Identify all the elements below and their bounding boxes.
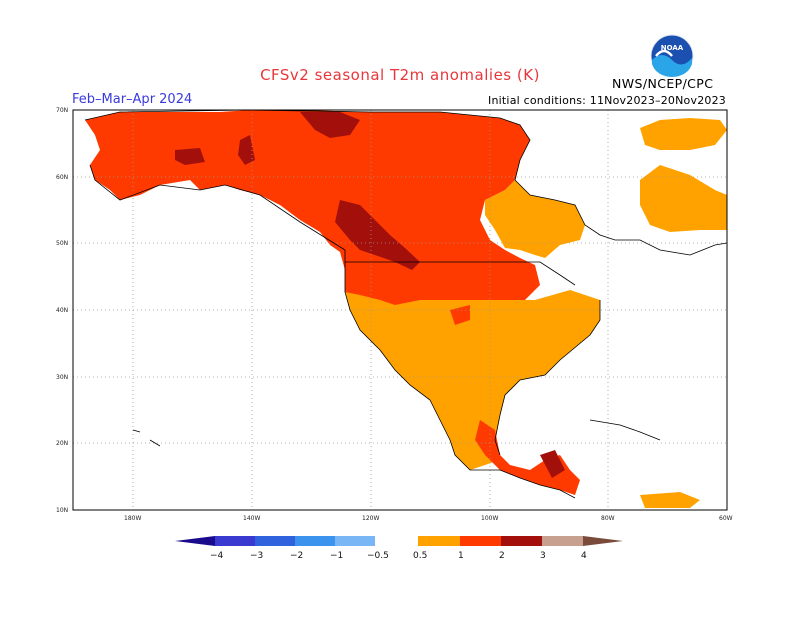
lon-label: 180W [124, 515, 141, 522]
coastlines [84, 109, 728, 499]
lat-label: 70N [56, 107, 68, 114]
colorbar-tick: −3 [250, 551, 263, 561]
colorbar-tick: −4 [210, 551, 224, 561]
lon-label: 60W [719, 515, 733, 522]
colorbar-tick: 4 [581, 551, 587, 561]
colorbar-tick: −0.5 [367, 551, 389, 561]
colorbar-gt4 [583, 536, 623, 546]
lon-label: 100W [481, 515, 498, 522]
lat-label: 20N [56, 440, 68, 447]
map-title: CFSv2 seasonal T2m anomalies (K) [260, 66, 540, 84]
colorbar-neutral [375, 536, 418, 546]
noaa-logo-icon: NOAA [650, 34, 694, 78]
colorbar-neg3-neg2 [255, 536, 295, 546]
map-frame [72, 109, 728, 511]
graticule [73, 110, 727, 510]
anomaly-2-3-region [175, 112, 565, 478]
colorbar-legend: −4 −3 −2 −1 −0.5 0.5 1 2 3 4 [175, 536, 623, 561]
colorbar-p2-3 [501, 536, 542, 546]
colorbar-neg4-neg3 [215, 536, 255, 546]
colorbar-p05-1 [418, 536, 460, 546]
colorbar-lt-neg4 [175, 536, 215, 546]
colorbar-p3-4 [542, 536, 583, 546]
colorbar-tick: 2 [499, 551, 505, 561]
lat-label: 40N [56, 307, 68, 314]
colorbar-neg2-neg1 [295, 536, 335, 546]
lat-label: 60N [56, 174, 68, 181]
colorbar-tick: 1 [458, 551, 464, 561]
colorbar-p1-2 [460, 536, 501, 546]
lon-label: 140W [243, 515, 260, 522]
lat-label: 10N [56, 507, 68, 514]
initial-conditions: Initial conditions: 11Nov2023–20Nov2023 [488, 94, 726, 107]
lon-label: 120W [362, 515, 379, 522]
colorbar-neg1-neg05 [335, 536, 375, 546]
colorbar-tick: 0.5 [413, 551, 427, 561]
lon-label: 80W [601, 515, 615, 522]
lat-axis-labels: 70N 60N 50N 40N 30N 20N 10N [56, 107, 68, 514]
forecast-period: Feb–Mar–Apr 2024 [72, 92, 193, 107]
anomaly-0p5-1-region [345, 118, 727, 508]
lon-axis-labels: 180W 140W 120W 100W 80W 60W [124, 515, 733, 522]
agency-label: NWS/NCEP/CPC [612, 76, 714, 91]
lat-label: 30N [56, 374, 68, 381]
lat-label: 50N [56, 240, 68, 247]
colorbar-tick: −1 [330, 551, 343, 561]
colorbar-tick: 3 [540, 551, 546, 561]
logo-text: NOAA [661, 44, 684, 52]
colorbar-tick: −2 [290, 551, 303, 561]
